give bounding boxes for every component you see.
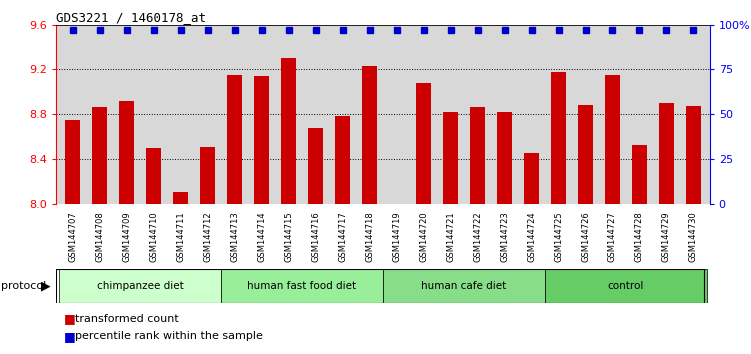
Text: GSM144730: GSM144730: [689, 211, 698, 262]
Text: ■: ■: [64, 330, 76, 343]
Text: GSM144711: GSM144711: [176, 211, 185, 262]
Bar: [146, 148, 161, 204]
Bar: [65, 120, 80, 204]
Bar: [443, 112, 458, 204]
Text: human fast food diet: human fast food diet: [247, 281, 357, 291]
Text: GSM144707: GSM144707: [68, 211, 77, 262]
Text: GSM144717: GSM144717: [338, 211, 347, 262]
Text: GDS3221 / 1460178_at: GDS3221 / 1460178_at: [56, 11, 207, 24]
Bar: [389, 204, 404, 227]
Bar: [545, 269, 707, 303]
Text: GSM144721: GSM144721: [446, 211, 455, 262]
Bar: [470, 108, 485, 204]
Text: chimpanzee diet: chimpanzee diet: [97, 281, 183, 291]
Text: ▶: ▶: [41, 279, 50, 292]
Bar: [92, 108, 107, 204]
Bar: [659, 103, 674, 204]
Text: percentile rank within the sample: percentile rank within the sample: [75, 331, 263, 341]
Text: GSM144713: GSM144713: [230, 211, 239, 262]
Bar: [254, 76, 269, 204]
Text: GSM144714: GSM144714: [257, 211, 266, 262]
Bar: [119, 101, 134, 204]
Bar: [524, 153, 539, 204]
Text: GSM144724: GSM144724: [527, 211, 536, 262]
Text: GSM144709: GSM144709: [122, 211, 131, 262]
Bar: [497, 112, 512, 204]
Text: GSM144728: GSM144728: [635, 211, 644, 262]
Text: GSM144726: GSM144726: [581, 211, 590, 262]
Text: transformed count: transformed count: [75, 314, 179, 324]
Text: human cafe diet: human cafe diet: [421, 281, 507, 291]
Bar: [686, 106, 701, 204]
Bar: [362, 66, 377, 204]
Text: GSM144718: GSM144718: [365, 211, 374, 262]
Text: GSM144708: GSM144708: [95, 211, 104, 262]
Text: ■: ■: [64, 312, 76, 325]
Bar: [335, 116, 350, 204]
Text: GSM144727: GSM144727: [608, 211, 617, 262]
Text: GSM144715: GSM144715: [284, 211, 293, 262]
Text: GSM144729: GSM144729: [662, 211, 671, 262]
Bar: [173, 192, 188, 204]
Bar: [551, 72, 566, 204]
Bar: [227, 75, 242, 204]
Bar: [416, 83, 431, 204]
Text: control: control: [608, 281, 644, 291]
Bar: [605, 75, 620, 204]
Bar: [383, 269, 545, 303]
Text: protocol: protocol: [1, 281, 46, 291]
Text: GSM144723: GSM144723: [500, 211, 509, 262]
Text: GSM144720: GSM144720: [419, 211, 428, 262]
Bar: [308, 127, 323, 204]
Bar: [578, 105, 593, 204]
Text: GSM144719: GSM144719: [392, 211, 401, 262]
Bar: [200, 147, 215, 204]
Text: GSM144725: GSM144725: [554, 211, 563, 262]
Bar: [59, 269, 221, 303]
Text: GSM144712: GSM144712: [203, 211, 212, 262]
Text: GSM144710: GSM144710: [149, 211, 158, 262]
Bar: [221, 269, 383, 303]
Text: GSM144716: GSM144716: [311, 211, 320, 262]
Text: GSM144722: GSM144722: [473, 211, 482, 262]
Bar: [632, 145, 647, 204]
Bar: [281, 58, 296, 204]
